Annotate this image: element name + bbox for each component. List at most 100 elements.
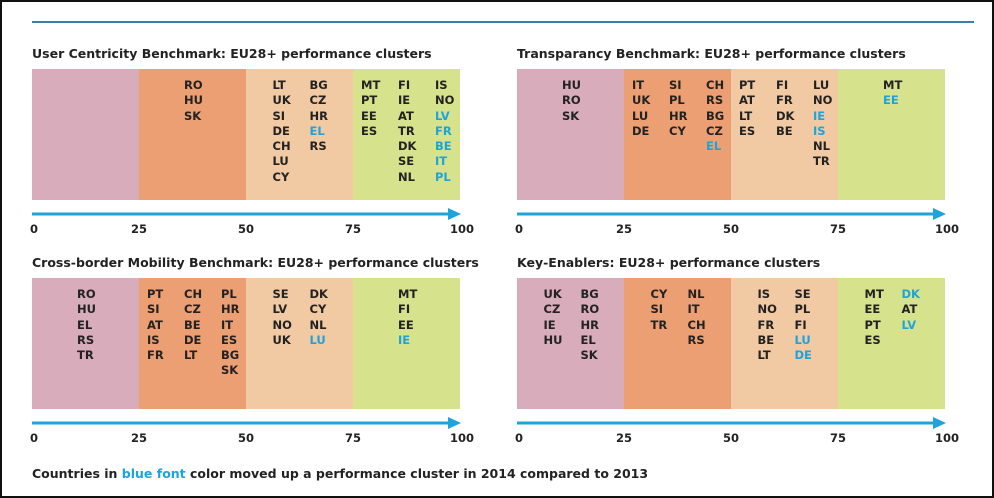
country-column: LT UK SI DE CH LU CY	[273, 78, 291, 185]
country-code: DK	[776, 108, 795, 123]
country-code: IS	[435, 78, 448, 92]
footnote: Countries in blue font color moved up a …	[32, 466, 648, 481]
country-code: DK	[309, 287, 328, 301]
country-column: SE PL FI LU DE	[795, 287, 812, 363]
country-code: IE	[398, 93, 411, 108]
country-code: EL	[309, 123, 325, 138]
country-column: RO HU EL RS TR	[77, 287, 96, 363]
country-code: CY	[669, 123, 686, 138]
country-code: LV	[435, 108, 450, 123]
country-code: IS	[813, 123, 826, 138]
panel-title: Cross-border Mobility Benchmark: EU28+ p…	[32, 255, 479, 270]
country-column: NL IT CH RS	[688, 287, 706, 348]
axis-tick-label: 25	[131, 431, 148, 445]
country-column: PL HR IT ES BG SK	[221, 287, 239, 379]
country-code: TR	[813, 154, 830, 169]
axis-tick-label: 25	[616, 431, 633, 445]
country-column: IS NO FR BE LT	[758, 287, 777, 363]
country-code: HU	[184, 93, 203, 108]
country-code: HU	[77, 302, 96, 317]
country-code: BG	[706, 108, 725, 123]
cluster-band-75-100: MT FI EE IE	[353, 278, 460, 409]
axis-tick-label: 100	[450, 222, 475, 236]
country-code: CH	[706, 78, 725, 92]
cluster-band-75-100: MT EE	[838, 69, 945, 200]
country-code: PT	[864, 317, 881, 332]
axis-tick-label: 0	[30, 222, 39, 236]
country-column: CH RS BG CZ EL	[706, 78, 724, 154]
panel-title: Transparancy Benchmark: EU28+ performanc…	[517, 46, 906, 61]
country-code: PL	[221, 287, 237, 301]
country-code: IT	[221, 317, 234, 332]
country-column: BG RO HR EL SK	[581, 287, 600, 363]
axis-tick-label: 50	[723, 431, 740, 445]
country-code: LV	[901, 317, 917, 332]
country-column: FI IE AT TR DK SE NL	[398, 78, 416, 185]
country-code: RO	[562, 93, 581, 108]
axis-tick-label: 25	[131, 222, 148, 236]
axis-tick-label: 50	[238, 431, 255, 445]
country-code: DE	[632, 123, 650, 138]
country-code: FI	[776, 78, 789, 92]
country-column: MT FI EE IE	[398, 287, 417, 348]
country-column: HU RO SK	[562, 78, 581, 124]
country-code: LU	[632, 108, 649, 123]
country-code: IE	[813, 108, 826, 123]
cluster-band-0-25	[32, 69, 139, 200]
country-column: CH CZ BE DE LT	[184, 287, 202, 363]
country-code: ES	[221, 332, 238, 347]
country-code: LU	[309, 332, 326, 347]
country-code: FI	[398, 302, 411, 317]
country-code: CZ	[706, 123, 723, 138]
country-code: IT	[687, 302, 700, 317]
country-code: CY	[650, 287, 668, 301]
country-code: AT	[398, 108, 414, 123]
arrow-head	[448, 417, 461, 429]
country-code: TR	[650, 317, 668, 332]
country-code: LT	[184, 348, 198, 363]
cluster-band-0-25: UK CZ IE HU BG RO HR EL SK	[517, 278, 624, 409]
country-code: MT	[398, 287, 418, 301]
country-code: ES	[361, 123, 378, 138]
country-code: RO	[77, 287, 96, 301]
cluster-band-75-100: MT EE PT ES DK AT LV	[838, 278, 945, 409]
country-column: DK AT LV	[902, 287, 920, 333]
country-code: EE	[361, 108, 377, 123]
axis-arrow	[32, 417, 461, 429]
country-code: TR	[77, 348, 94, 363]
country-code: HU	[543, 332, 563, 347]
cluster-bands: HU RO SK IT UK LU DE SI PL HR CY CH RS BG CZ EL PT AT LT ES…	[517, 69, 945, 200]
country-column: MT PT EE ES	[361, 78, 380, 139]
country-code: LV	[272, 302, 288, 317]
country-code: HR	[221, 302, 240, 317]
country-code: CY	[309, 302, 327, 317]
country-code: AT	[739, 93, 755, 108]
country-code: IT	[632, 78, 645, 92]
country-code: NO	[813, 93, 833, 108]
axis-tick-label: 75	[830, 431, 847, 445]
country-code: FR	[147, 348, 164, 363]
cluster-bands: RO HU SK LT UK SI DE CH LU CY BG CZ HR EL RS MT PT EE ES FI…	[32, 69, 460, 200]
country-code: UK	[632, 93, 651, 108]
country-code: DE	[794, 348, 812, 363]
arrow-head	[933, 208, 946, 220]
country-code: UK	[272, 93, 291, 108]
country-code: IT	[435, 154, 448, 169]
country-code: EE	[398, 317, 414, 332]
country-code: EE	[883, 93, 899, 108]
axis-tick-label: 0	[515, 431, 524, 445]
country-code: EL	[580, 332, 596, 347]
country-code: RS	[706, 93, 724, 108]
country-code: SK	[221, 363, 239, 378]
country-column: LU NO IE IS NL TR	[813, 78, 832, 170]
country-code: SE	[794, 287, 811, 301]
country-code: BE	[757, 332, 775, 347]
country-code: CH	[272, 139, 291, 154]
axis-tick-label: 75	[830, 222, 847, 236]
footnote-after: color moved up a performance cluster in …	[185, 466, 649, 481]
country-column: RO HU SK	[184, 78, 203, 124]
cluster-band-25-50: CY SI TR NL IT CH RS	[624, 278, 731, 409]
arrow-head	[933, 417, 946, 429]
country-code: HR	[309, 108, 328, 123]
